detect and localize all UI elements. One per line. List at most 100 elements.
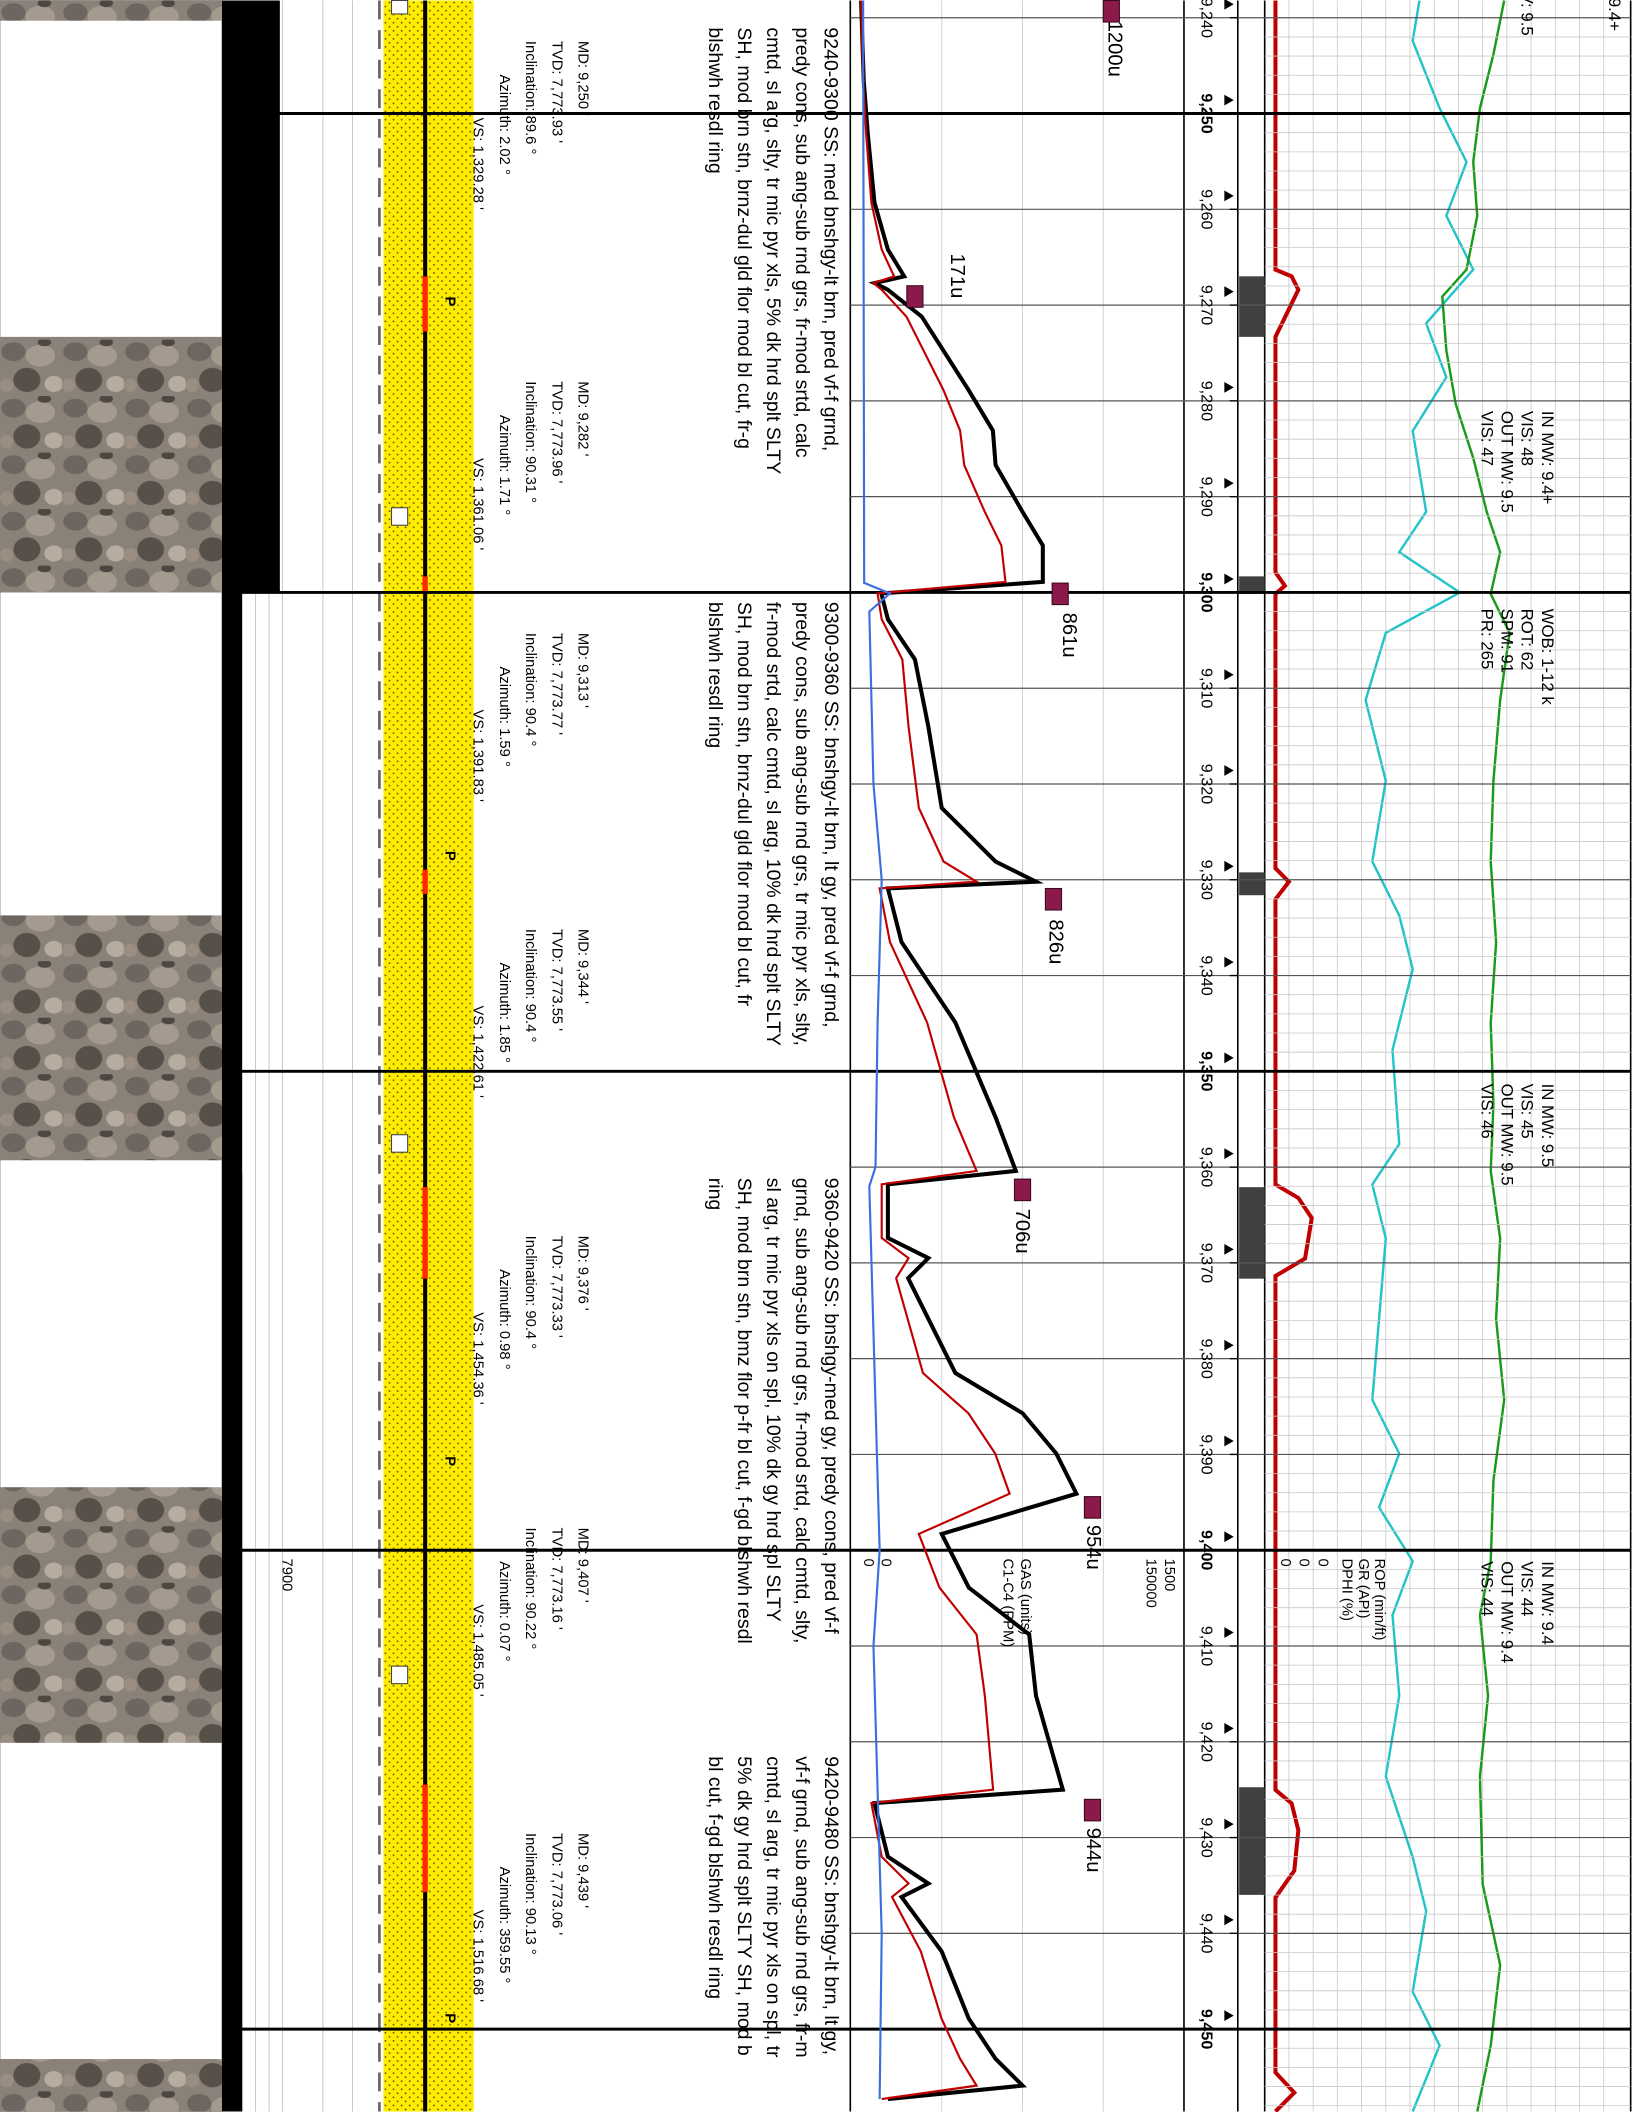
legend-scale: 0 [1277, 1559, 1293, 1567]
lithology-bar [221, 0, 353, 2112]
legend-label: GAS (units) [1017, 1559, 1033, 1635]
depth-label: 9,260 [1197, 189, 1215, 229]
lithology-description: grnd, sub ang-sub rnd grs, fr-mod srtd, … [791, 1178, 813, 1644]
depth-label: 9,240 [1197, 0, 1215, 38]
mud-report: VIS: 44 [1518, 1561, 1537, 1616]
peak-icon [1051, 582, 1069, 606]
gas-curve [862, 0, 892, 2100]
survey-line: TVD: 7,773.96 ' [548, 381, 564, 483]
lithology-description: predy cons, sub ang-sub rnd grs, fr-mod … [791, 27, 813, 458]
mud-report: WOB: 1-12 k [1538, 609, 1557, 706]
peak-label: 861u [1058, 613, 1080, 658]
survey-line: Inclination: 90.4 ° [522, 1236, 538, 1350]
core-label: 7900 [279, 1559, 295, 1592]
depth-label: 9,290 [1197, 476, 1215, 516]
survey-line: MD: 9,250 ' [575, 41, 591, 116]
depth-label: 9,360 [1197, 1147, 1215, 1187]
depth-label: 9,440 [1197, 1913, 1215, 1953]
depth-label: 9,330 [1197, 860, 1215, 900]
peak-label: 1200u [1104, 21, 1126, 77]
survey-line: TVD: 7,773.77 ' [548, 633, 564, 735]
lithology-track: P P P P [378, 0, 474, 2112]
survey-line: Inclination: 90.4 ° [522, 633, 538, 747]
depth-marker [1224, 1722, 1234, 1734]
depth-marker [1224, 1244, 1234, 1255]
survey-line: Inclination: 90.22 ° [522, 1528, 538, 1650]
peak-label: 706u [1011, 1209, 1033, 1254]
survey-line: VS: 1,391.83 ' [470, 710, 486, 803]
depth-marker [1224, 477, 1234, 489]
depth-label: 9,300 [1197, 572, 1215, 612]
depth-marker [1224, 573, 1234, 585]
mud-report: IN MW: 9.4 [1538, 1561, 1557, 1645]
gas-scale-min: 0 [877, 1559, 893, 1567]
mud-report: 9.4+ [1605, 0, 1624, 31]
depth-marker [1224, 956, 1234, 968]
survey-line: Inclination: 89.6 ° [522, 41, 538, 155]
survey-line: Azimuth: 359.55 ° [496, 1867, 512, 1984]
mud-report: VIS: 45 [1518, 1084, 1537, 1139]
mud-report: V: 9.5 [1518, 0, 1537, 36]
svg-text:P: P [441, 1456, 457, 1466]
depth-label: 9,370 [1197, 1243, 1215, 1283]
lithology-description: 9420-9480 SS: bnshgy-lt brn, lt gy, [820, 1756, 842, 2055]
survey-line: TVD: 7,773.16 ' [548, 1528, 564, 1630]
depth-marker [1224, 1531, 1234, 1543]
survey-line: MD: 9,439 ' [575, 1833, 591, 1908]
depth-marker [1224, 1052, 1234, 1064]
peak-icon [1083, 1798, 1102, 1822]
gas-curve [859, 0, 1080, 2102]
survey-line: VS: 1,422.61 ' [470, 1006, 486, 1099]
lithology-description: ring [704, 1178, 726, 1211]
ppm-scale-min: 0 [860, 1559, 876, 1567]
lithology-description: fr-mod srtd, calc cmtd, sl arg, 10% dk h… [762, 602, 784, 1046]
peak-icon [906, 285, 924, 308]
depth-label: 9,280 [1197, 381, 1215, 421]
survey-line: Inclination: 90.31 ° [522, 381, 538, 503]
survey-line: Inclination: 90.13 ° [522, 1833, 538, 1955]
depth-marker [1224, 860, 1234, 872]
mud-report: IN MW: 9.4+ [1538, 411, 1557, 504]
lithology-description: sl arg, tr mic pyr xls on spl, 10% dk gy… [762, 1178, 784, 1622]
track-borders [849, 0, 1632, 2112]
mud-report: OUT MW: 9.5 [1497, 411, 1516, 513]
svg-text:P: P [441, 2013, 457, 2023]
depth-marker [1224, 1339, 1234, 1351]
lithology-description: predy cons, sub ang-sub rnd grs, tr mic … [791, 602, 813, 1046]
svg-text:P: P [441, 297, 457, 307]
survey-line: TVD: 7,773.33 ' [548, 1236, 564, 1338]
depth-label: 9,400 [1197, 1530, 1215, 1570]
legend-label: DPHI (%) [1339, 1559, 1355, 1621]
depth-marker [1224, 1435, 1234, 1447]
survey-line: MD: 9,376 ' [575, 1236, 591, 1311]
survey-line: VS: 1,454.36 ' [470, 1312, 486, 1405]
lithology-description: SH, mod brn stn, bmz flor p-fr bl cut, f… [733, 1178, 755, 1644]
right-curves [1273, 0, 1511, 2112]
depth-marker [1224, 286, 1234, 298]
lithology-description: 9360-9420 SS: bnshgy-med gy, predy cons,… [820, 1178, 842, 1635]
depth-marker [1224, 1148, 1234, 1160]
survey-line: TVD: 7,773.06 ' [548, 1833, 564, 1935]
mud-report: IN MW: 9.5 [1538, 1084, 1557, 1168]
survey-line: VS: 1,516.68 ' [470, 1910, 486, 2003]
lithology-description: SH, mod brn stn, brnz-dul gld flor mod b… [733, 602, 755, 1007]
peak-label: 171u [946, 253, 968, 298]
mud-report: VIS: 48 [1518, 411, 1537, 466]
mud-report: VIS: 47 [1477, 411, 1496, 466]
mud-report: OUT MW: 9.4 [1497, 1561, 1516, 1663]
gas-scale-max: 1500 [1161, 1559, 1177, 1592]
mud-report: VIS: 44 [1477, 1561, 1496, 1616]
survey-line: Azimuth: 0.07 ° [496, 1561, 512, 1661]
lithology-description: 9240-9300 SS: med bnshgy-lt brn, pred vf… [820, 27, 842, 451]
depth-label: 9,420 [1197, 1722, 1215, 1762]
survey-line: Azimuth: 1.71 ° [496, 415, 512, 515]
legend-label: C1-C4 (PPM) [1000, 1559, 1016, 1648]
depth-marker [1224, 382, 1234, 393]
survey-line: Azimuth: 1.59 ° [496, 666, 512, 766]
depth-label: 9,430 [1197, 1817, 1215, 1857]
survey-line: VS: 1,485.05 ' [470, 1604, 486, 1697]
legend-scale: 0 [1296, 1559, 1312, 1567]
right-grid [941, 0, 1605, 2112]
lithology-description: vf-f grnd, sub ang-sub rnd grs, fr-m [791, 1756, 813, 2057]
depth-label: 9,380 [1197, 1338, 1215, 1378]
